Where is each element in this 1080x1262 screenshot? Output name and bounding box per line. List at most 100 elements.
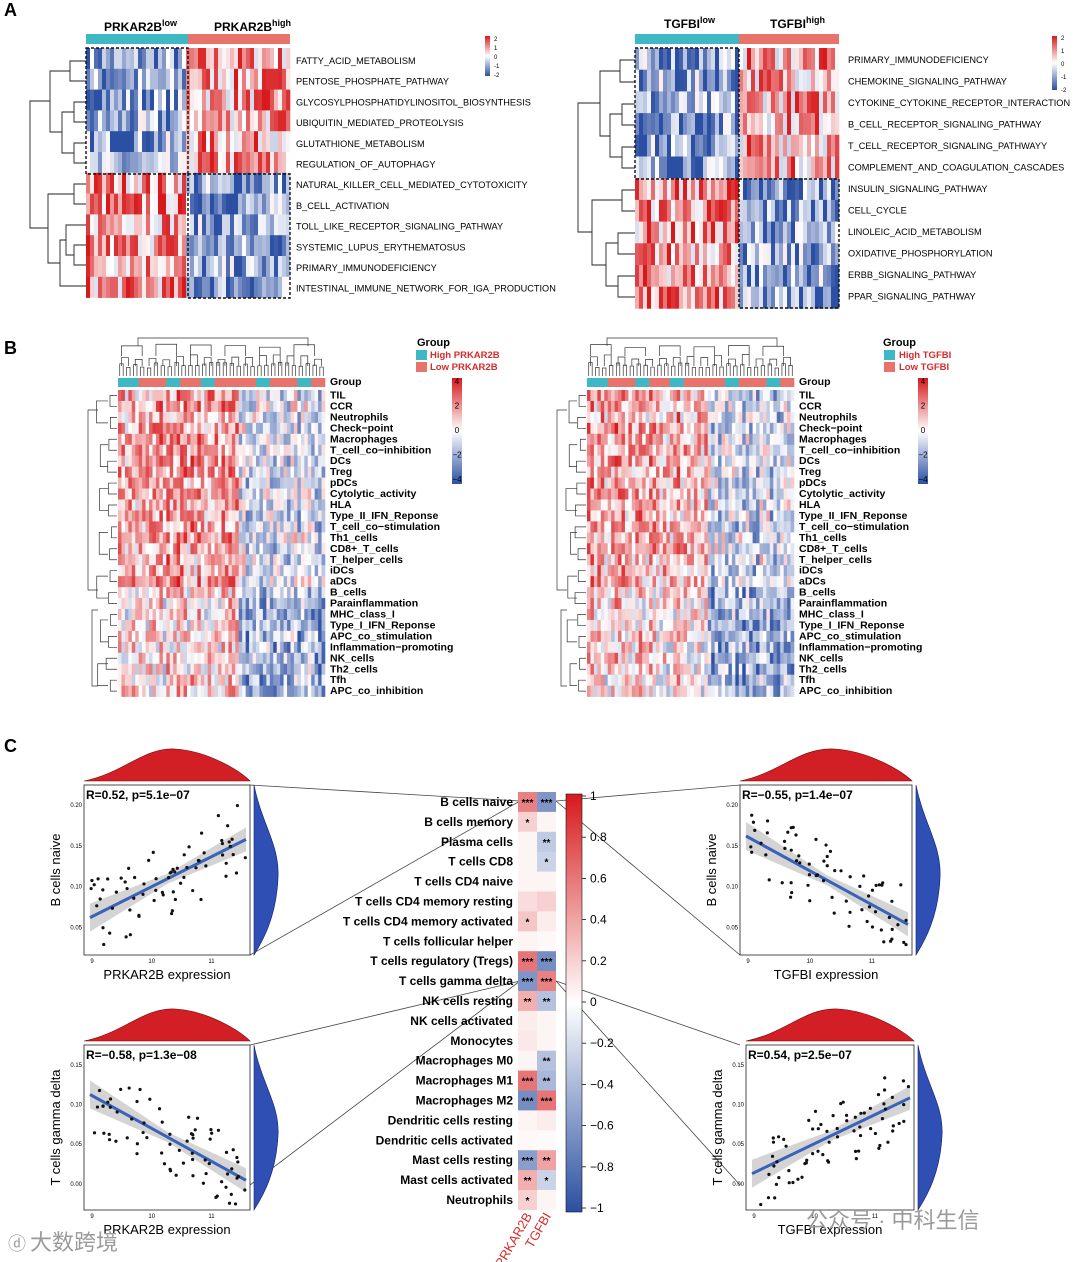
- heat-cell: [815, 91, 820, 114]
- heat-cell: [178, 214, 183, 236]
- heat-cell: [276, 630, 281, 643]
- heat-cell: [725, 521, 729, 533]
- heat-cell: [643, 91, 648, 114]
- heat-cell: [587, 510, 591, 522]
- group-cell: [214, 378, 219, 387]
- heat-cell: [221, 587, 226, 599]
- heat-cell: [827, 134, 832, 157]
- heat-cell: [176, 477, 181, 489]
- heat-cell: [245, 422, 250, 435]
- heat-cell: [249, 587, 253, 599]
- heat-cell: [128, 619, 133, 632]
- heat-cell: [703, 69, 708, 92]
- heat-cell: [766, 466, 771, 478]
- heat-cell: [749, 411, 753, 424]
- heat-cell: [687, 554, 691, 566]
- heat-cell: [114, 48, 119, 70]
- heat-cell: [207, 433, 212, 446]
- heat-cell: [743, 113, 748, 136]
- heat-cell: [187, 400, 191, 413]
- heat-cell: [749, 455, 753, 467]
- heat-cell: [699, 91, 704, 114]
- heat-cell: [280, 499, 284, 511]
- heat-cell: [795, 221, 800, 244]
- heat-cell: [597, 390, 602, 402]
- heat-cell: [780, 499, 784, 511]
- corr-cell-prkar2b: [518, 951, 537, 972]
- heat-cell: [607, 390, 612, 402]
- heat-cell: [180, 543, 184, 555]
- heat-cell: [290, 663, 295, 675]
- heat-cell: [214, 131, 219, 153]
- heat-cell: [278, 235, 283, 257]
- heat-cell: [803, 48, 808, 70]
- heat-cell: [169, 674, 174, 686]
- heat-cell: [166, 172, 171, 194]
- heat-cell: [238, 390, 243, 402]
- heat-cell: [283, 488, 288, 500]
- heat-cell: [700, 411, 705, 424]
- heat-cell: [587, 587, 591, 599]
- heat-cell: [645, 609, 650, 621]
- heat-cell: [152, 554, 157, 566]
- heat-cell: [715, 221, 720, 244]
- heat-cell: [725, 411, 729, 424]
- heat-cell: [735, 543, 740, 555]
- heat-cell: [759, 576, 764, 588]
- heat-cell: [194, 152, 199, 174]
- heat-cell: [102, 152, 107, 174]
- heat-cell: [293, 685, 298, 697]
- heat-cell: [283, 663, 288, 675]
- heat-cell: [628, 532, 633, 544]
- heat-cell: [659, 641, 664, 654]
- heat-cell: [671, 134, 676, 157]
- panel-c-connector-lines: [249, 784, 741, 1186]
- heat-cell: [262, 444, 267, 456]
- heat-cell: [669, 455, 674, 467]
- heat-cell: [269, 609, 274, 621]
- heat-cell: [106, 256, 111, 278]
- heat-cell: [635, 576, 640, 588]
- heat-cell: [218, 663, 222, 675]
- group-cell: [211, 378, 215, 387]
- heat-cell: [752, 685, 757, 697]
- heat-cell: [231, 543, 236, 555]
- heat-cell: [819, 134, 824, 157]
- heat-cell: [676, 641, 681, 654]
- heat-cell: [675, 91, 680, 114]
- heat-cell: [651, 221, 656, 244]
- heat-cell: [739, 48, 744, 70]
- heat-cell: [607, 685, 612, 697]
- heat-cell: [273, 609, 277, 621]
- heat-cell: [235, 598, 240, 610]
- heat-cell: [318, 641, 322, 654]
- heat-cell: [124, 554, 129, 566]
- heat-cell: [751, 91, 756, 114]
- heat-cell: [118, 444, 122, 456]
- heat-cell: [731, 221, 736, 244]
- heat-cell: [773, 488, 778, 500]
- heat-cell: [611, 400, 615, 413]
- heat-cell: [711, 113, 716, 136]
- heat-cell: [659, 113, 664, 136]
- heat-cell: [122, 89, 127, 111]
- heat-cell: [318, 652, 322, 665]
- heat-cell: [300, 630, 305, 643]
- row-label: SYSTEMIC_LUPUS_ERYTHEMATOSUS: [296, 242, 466, 252]
- heat-cell: [169, 444, 174, 456]
- heat-cell: [134, 131, 139, 153]
- colorbar-tick-label: −1: [590, 1201, 604, 1215]
- heat-cell: [652, 499, 657, 511]
- heat-cell: [238, 193, 243, 215]
- heat-cell: [90, 193, 95, 215]
- heat-cell: [711, 609, 715, 621]
- heat-cell: [158, 48, 163, 70]
- heat-cell: [142, 488, 146, 500]
- row-label: Check−point: [330, 422, 394, 434]
- heat-cell: [676, 598, 681, 610]
- heat-cell: [642, 543, 646, 555]
- heat-cell: [176, 576, 181, 588]
- group-cell: [128, 378, 133, 387]
- heat-cell: [152, 532, 157, 544]
- heat-cell: [662, 609, 667, 621]
